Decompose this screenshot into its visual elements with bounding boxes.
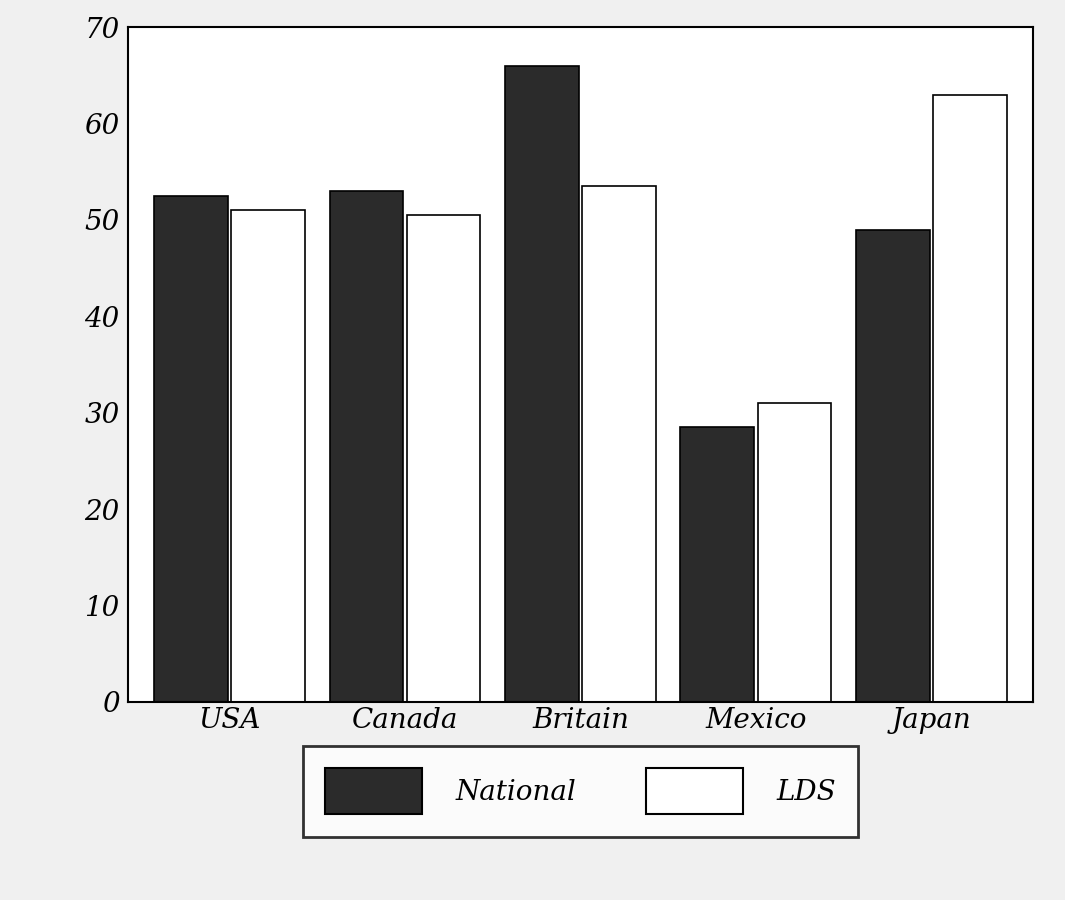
Bar [154,196,228,702]
Legend: National, LDS: National, LDS [302,745,858,837]
Bar [231,211,305,702]
Bar [856,230,930,702]
Bar [757,403,832,702]
Bar [329,191,404,702]
Bar [583,186,656,702]
Bar [681,428,754,702]
Bar [933,94,1006,702]
Bar [407,215,480,702]
Bar [505,66,578,702]
